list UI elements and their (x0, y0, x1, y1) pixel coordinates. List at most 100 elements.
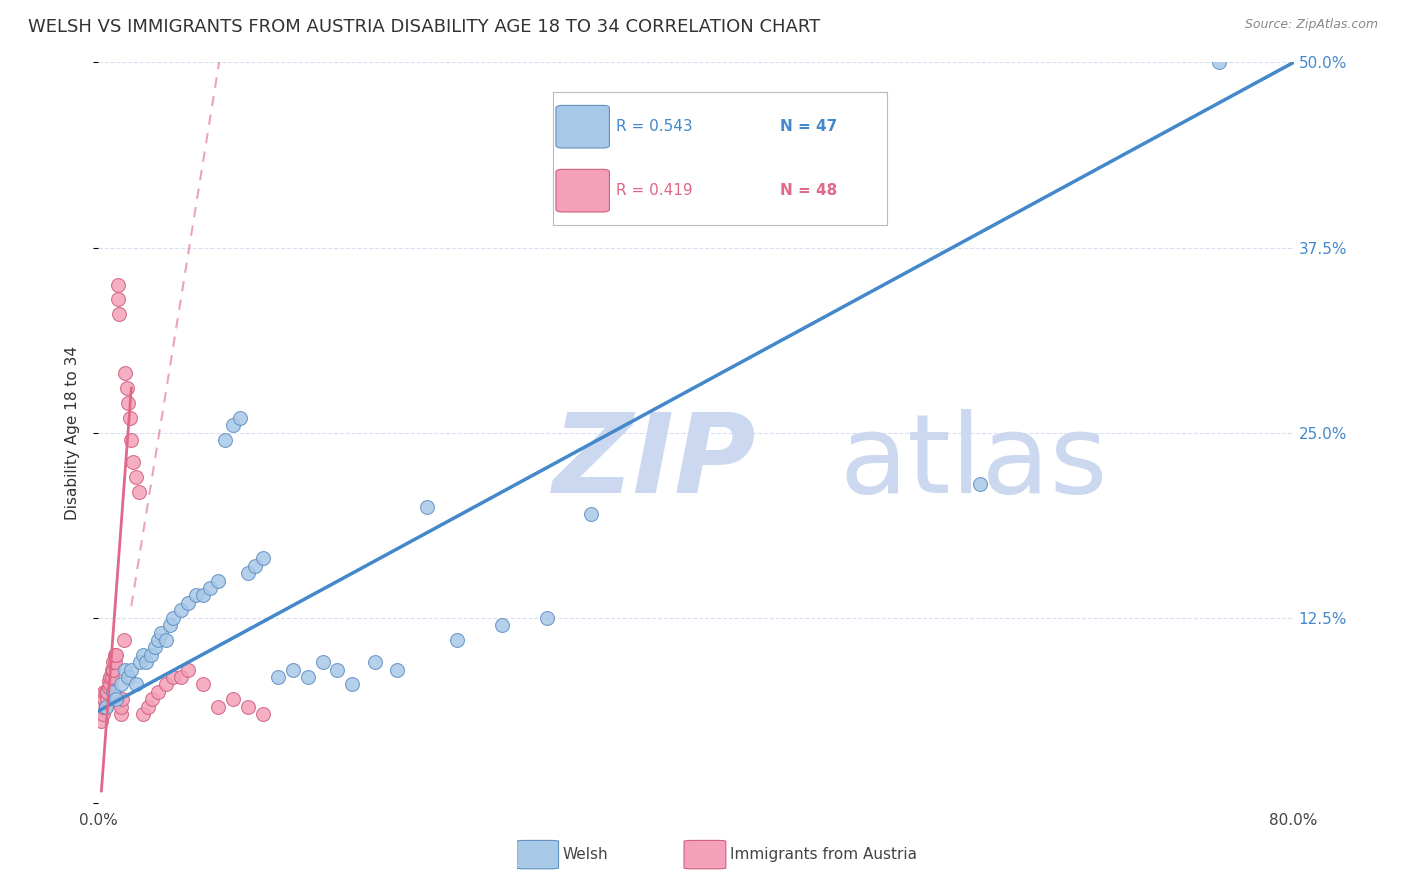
Point (101, 670, 124, 684)
Point (267, 670, 290, 684)
Point (91, 699, 114, 714)
Point (114, 367, 136, 381)
Point (94, 685, 117, 699)
Point (103, 663, 125, 677)
Point (169, 670, 191, 684)
Point (125, 470, 148, 484)
Point (101, 663, 124, 677)
Point (132, 706, 155, 721)
Point (155, 677, 177, 691)
Point (115, 381, 138, 395)
Point (214, 433, 236, 447)
Point (94, 699, 117, 714)
Point (125, 677, 148, 691)
Point (626, 196, 648, 211)
Point (114, 663, 136, 677)
Point (669, 159, 692, 173)
Point (207, 574, 229, 588)
Point (245, 558, 267, 573)
Point (148, 632, 170, 647)
Point (491, 618, 513, 632)
Point (107, 293, 129, 307)
Point (222, 692, 245, 706)
Point (148, 685, 170, 699)
Point (135, 655, 157, 669)
Point (326, 663, 349, 677)
Point (200, 581, 222, 595)
Point (416, 500, 439, 514)
Point (111, 692, 134, 706)
Point (97, 674, 120, 689)
Point (342, 677, 364, 691)
Point (103, 685, 125, 699)
Point (104, 648, 127, 662)
Point (385, 663, 409, 677)
Point (236, 699, 259, 714)
Point (169, 603, 191, 617)
Point (107, 277, 129, 292)
Point (364, 655, 387, 669)
Point (105, 692, 128, 706)
Point (159, 618, 181, 632)
Point (141, 692, 163, 706)
Point (98, 677, 122, 691)
Point (110, 677, 132, 691)
Point (132, 648, 155, 662)
Point (90, 714, 112, 729)
Text: WELSH VS IMMIGRANTS FROM AUSTRIA DISABILITY AGE 18 TO 34 CORRELATION CHART: WELSH VS IMMIGRANTS FROM AUSTRIA DISABIL… (28, 18, 820, 36)
Point (281, 663, 304, 677)
Point (136, 699, 159, 714)
Point (536, 610, 558, 624)
Point (112, 632, 135, 647)
Point (297, 670, 319, 684)
Text: atlas: atlas (839, 409, 1108, 516)
Point (236, 566, 259, 581)
Point (104, 655, 127, 669)
Point (150, 625, 173, 640)
Point (191, 589, 214, 603)
Point (108, 307, 131, 321)
Point (98, 670, 122, 684)
Point (93, 685, 115, 699)
Point (94, 699, 117, 714)
Point (311, 655, 333, 669)
Point (93, 692, 115, 706)
Point (96, 692, 118, 706)
Text: ZIP: ZIP (553, 409, 756, 516)
Point (177, 596, 200, 610)
Point (117, 670, 139, 684)
Point (252, 551, 274, 566)
Y-axis label: Disability Age 18 to 34: Disability Age 18 to 34 (65, 345, 80, 520)
Point (184, 589, 207, 603)
Point (207, 699, 229, 714)
Point (969, 477, 991, 491)
Point (162, 670, 184, 684)
Point (191, 677, 214, 691)
Point (129, 655, 152, 669)
Point (103, 655, 125, 669)
Point (97, 681, 120, 695)
Point (1208, 55, 1230, 70)
Point (162, 610, 184, 624)
Point (120, 433, 142, 447)
Point (581, 507, 603, 521)
Point (105, 648, 128, 662)
Text: Source: ZipAtlas.com: Source: ZipAtlas.com (1244, 18, 1378, 31)
Point (110, 699, 132, 714)
Point (222, 418, 245, 433)
Point (110, 706, 132, 721)
Point (446, 632, 468, 647)
Point (96, 685, 118, 699)
Point (143, 640, 166, 655)
Point (177, 663, 200, 677)
Point (139, 648, 162, 662)
Point (229, 410, 252, 425)
Point (128, 484, 150, 499)
Point (155, 632, 177, 647)
Point (252, 706, 274, 721)
Point (91, 706, 114, 721)
Point (117, 396, 139, 410)
Point (118, 410, 141, 425)
Point (120, 663, 142, 677)
Point (121, 455, 143, 469)
